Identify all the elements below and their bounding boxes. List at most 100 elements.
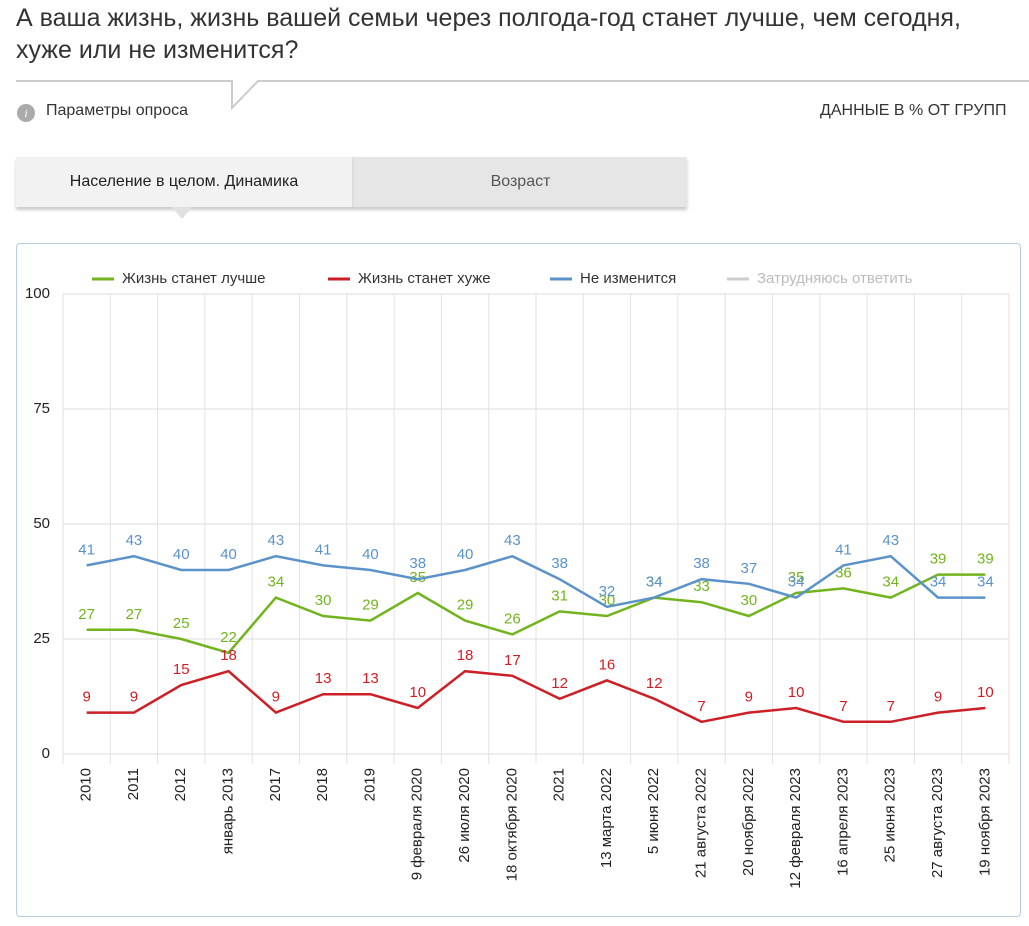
- data-label: 39: [930, 551, 947, 568]
- data-label: 27: [126, 606, 143, 623]
- data-label: 34: [268, 574, 285, 591]
- data-label: 38: [551, 555, 568, 572]
- data-label: 9: [934, 689, 942, 706]
- data-label: 12: [646, 675, 663, 692]
- data-label: 41: [78, 541, 95, 558]
- data-label: 16: [599, 656, 616, 673]
- data-label: 7: [839, 698, 847, 715]
- x-tick-label: январь 2013: [220, 768, 237, 854]
- data-label: 41: [315, 541, 332, 558]
- x-tick-label: 21 августа 2022: [693, 768, 710, 878]
- data-label: 17: [504, 652, 521, 669]
- data-label: 33: [693, 578, 710, 595]
- x-tick-label: 2012: [172, 768, 189, 801]
- data-label: 40: [220, 546, 237, 563]
- data-label: 30: [741, 592, 758, 609]
- data-label: 34: [882, 574, 899, 591]
- data-label: 25: [173, 615, 190, 632]
- tab-pointer: [172, 207, 192, 219]
- data-label: 12: [551, 675, 568, 692]
- data-label: 40: [362, 546, 379, 563]
- y-tick-label: 0: [42, 745, 50, 762]
- data-label: 30: [315, 592, 332, 609]
- data-label: 10: [788, 684, 805, 701]
- data-label: 7: [887, 698, 895, 715]
- title: А ваша жизнь, жизнь вашей семьи через по…: [16, 4, 961, 64]
- legend-label: Жизнь станет хуже: [358, 270, 491, 287]
- data-label: 9: [82, 689, 90, 706]
- data-label: 7: [697, 698, 705, 715]
- tab[interactable]: Население в целом. Динамика: [16, 157, 354, 207]
- data-label: 35: [788, 569, 805, 586]
- x-tick-label: 5 июня 2022: [645, 768, 662, 854]
- data-label: 26: [504, 610, 521, 627]
- data-label: 13: [362, 670, 379, 687]
- divider: [16, 80, 1029, 110]
- x-tick-label: 12 февраля 2023: [787, 768, 804, 889]
- data-label: 9: [130, 689, 138, 706]
- legend-label: Не изменится: [580, 270, 676, 287]
- data-label: 41: [835, 541, 852, 558]
- y-tick-label: 75: [33, 400, 50, 417]
- data-label: 29: [362, 597, 379, 614]
- x-tick-label: 13 марта 2022: [598, 768, 615, 868]
- x-tick-label: 2021: [551, 768, 568, 801]
- data-label: 9: [272, 689, 280, 706]
- data-label: 34: [930, 574, 947, 591]
- y-tick-label: 25: [33, 630, 50, 647]
- units-note: ДАННЫЕ В % ОТ ГРУПП: [820, 102, 1007, 119]
- data-label: 34: [646, 574, 663, 591]
- x-tick-label: 26 июля 2020: [456, 768, 473, 863]
- data-label: 18: [457, 647, 474, 664]
- data-label: 22: [220, 629, 237, 646]
- x-tick-label: 2010: [78, 768, 95, 801]
- info-icon[interactable]: i: [17, 104, 35, 122]
- data-label: 39: [977, 551, 994, 568]
- data-label: 40: [457, 546, 474, 563]
- data-label: 36: [835, 564, 852, 581]
- data-label: 34: [788, 574, 805, 591]
- x-tick-label: 20 ноября 2022: [740, 768, 757, 876]
- x-tick-label: 16 апреля 2023: [834, 768, 851, 876]
- data-label: 9: [745, 689, 753, 706]
- tab[interactable]: Возраст: [354, 157, 687, 207]
- data-label: 27: [78, 606, 95, 623]
- x-tick-label: 9 февраля 2020: [409, 768, 426, 880]
- data-label: 29: [457, 597, 474, 614]
- data-label: 40: [173, 546, 190, 563]
- data-label: 38: [409, 555, 426, 572]
- data-label: 43: [504, 532, 521, 549]
- data-label: 18: [220, 647, 237, 664]
- data-label: 35: [409, 569, 426, 586]
- data-label: 34: [646, 574, 663, 591]
- x-tick-label: 25 июня 2023: [882, 768, 899, 862]
- x-tick-label: 2011: [125, 768, 142, 800]
- y-tick-label: 100: [25, 285, 50, 302]
- data-label: 43: [882, 532, 899, 549]
- x-tick-label: 2017: [267, 768, 284, 801]
- x-tick-label: 2019: [361, 768, 378, 801]
- data-label: 10: [409, 684, 426, 701]
- data-label: 31: [551, 587, 568, 604]
- y-tick-label: 50: [33, 515, 50, 532]
- series-line: [86, 573, 986, 655]
- data-label: 43: [268, 532, 285, 549]
- series-line: [86, 554, 986, 609]
- data-label: 38: [693, 555, 710, 572]
- legend-label: Затрудняюсь ответить: [757, 270, 913, 287]
- tabs: Население в целом. Динамика Возраст: [16, 157, 687, 207]
- x-tick-label: 2018: [314, 768, 331, 801]
- series-line: [86, 669, 986, 724]
- data-label: 34: [977, 574, 994, 591]
- data-label: 37: [741, 560, 758, 577]
- data-label: 43: [126, 532, 143, 549]
- data-label: 32: [599, 583, 616, 600]
- x-tick-label: 18 октября 2020: [503, 768, 520, 881]
- x-tick-label: 27 августа 2023: [929, 768, 946, 878]
- data-label: 15: [173, 661, 190, 678]
- params-link[interactable]: Параметры опроса: [46, 102, 188, 119]
- legend-label: Жизнь станет лучше: [122, 270, 266, 287]
- data-label: 13: [315, 670, 332, 687]
